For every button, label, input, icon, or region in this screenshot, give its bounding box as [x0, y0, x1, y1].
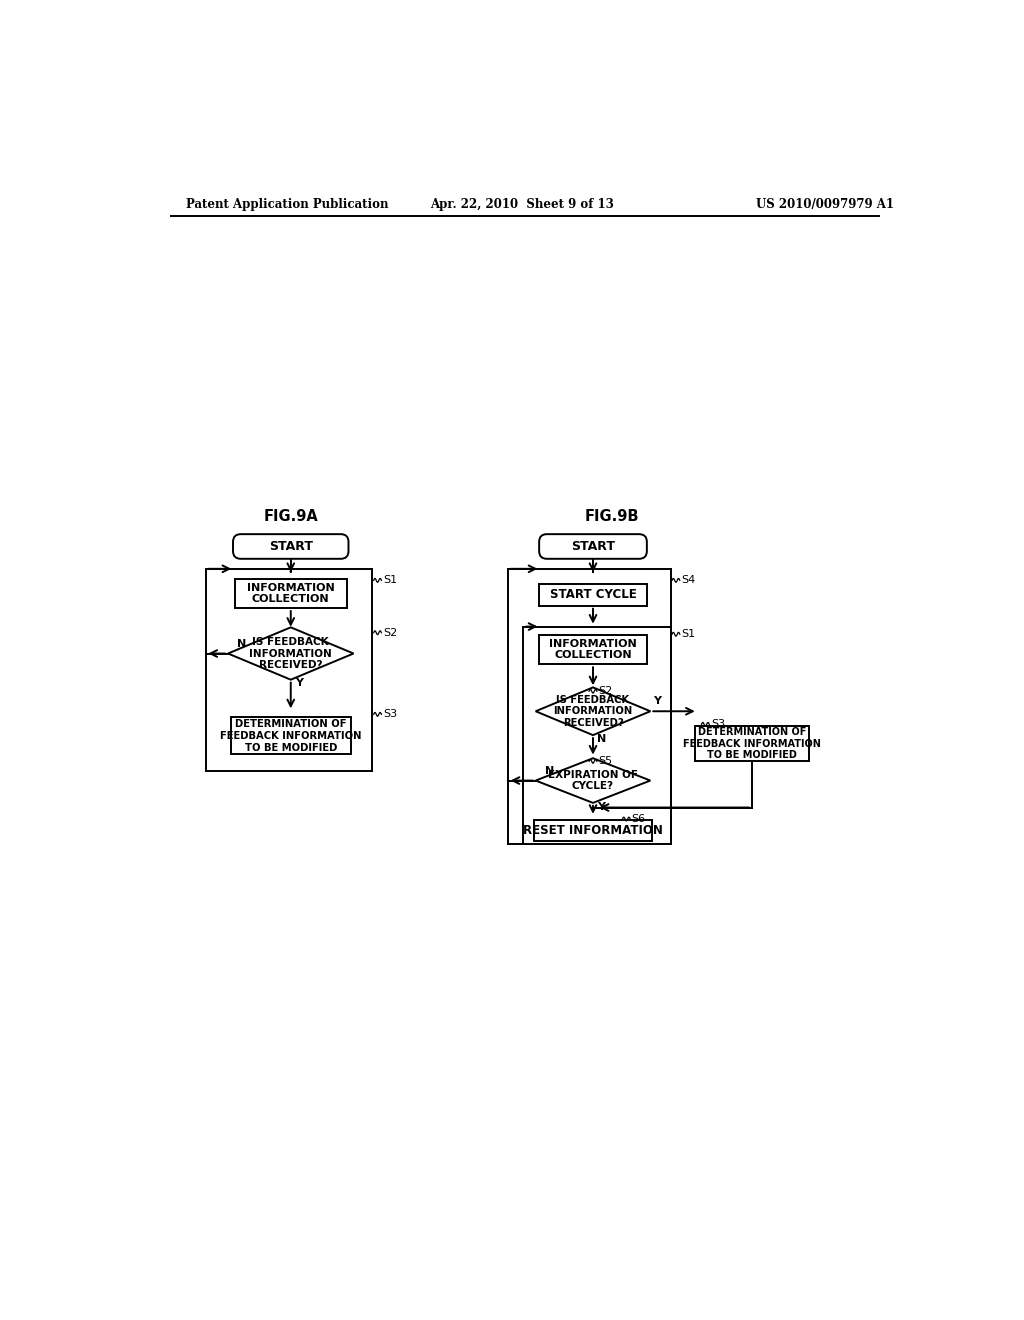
Text: Apr. 22, 2010  Sheet 9 of 13: Apr. 22, 2010 Sheet 9 of 13: [430, 198, 614, 211]
Text: START: START: [268, 540, 312, 553]
Bar: [535, 820, 652, 841]
Polygon shape: [536, 688, 650, 735]
Text: START CYCLE: START CYCLE: [550, 589, 636, 602]
Text: DETERMINATION OF
FEEDBACK INFORMATION
TO BE MODIFIED: DETERMINATION OF FEEDBACK INFORMATION TO…: [220, 719, 361, 752]
Bar: [694, 726, 809, 762]
Bar: [234, 579, 347, 609]
Bar: [539, 585, 647, 606]
Text: DETERMINATION OF
FEEDBACK INFORMATION
TO BE MODIFIED: DETERMINATION OF FEEDBACK INFORMATION TO…: [683, 727, 821, 760]
Text: EXPIRATION OF
CYCLE?: EXPIRATION OF CYCLE?: [548, 770, 638, 792]
Text: INFORMATION
COLLECTION: INFORMATION COLLECTION: [549, 639, 637, 660]
Text: Y: Y: [597, 801, 605, 812]
Text: S6: S6: [632, 814, 646, 824]
Text: S3: S3: [711, 719, 725, 730]
Text: S3: S3: [383, 709, 397, 719]
Text: S4: S4: [681, 576, 695, 585]
Text: S1: S1: [383, 576, 397, 585]
Text: S1: S1: [681, 630, 695, 639]
Text: N: N: [237, 639, 246, 648]
FancyBboxPatch shape: [540, 535, 647, 558]
Text: N: N: [545, 766, 554, 776]
Text: N: N: [597, 734, 606, 744]
Text: RESET INFORMATION: RESET INFORMATION: [523, 824, 663, 837]
Text: FIG.9A: FIG.9A: [263, 510, 318, 524]
FancyBboxPatch shape: [233, 535, 348, 558]
Polygon shape: [228, 627, 353, 680]
Text: IS FEEDBACK
INFORMATION
RECEIVED?: IS FEEDBACK INFORMATION RECEIVED?: [553, 694, 633, 727]
Bar: [230, 718, 351, 755]
Text: Patent Application Publication: Patent Application Publication: [186, 198, 389, 211]
Text: US 2010/0097979 A1: US 2010/0097979 A1: [756, 198, 894, 211]
Text: INFORMATION
COLLECTION: INFORMATION COLLECTION: [247, 582, 335, 605]
Text: FIG.9B: FIG.9B: [585, 510, 640, 524]
Text: START: START: [571, 540, 615, 553]
Text: S2: S2: [383, 628, 397, 638]
Text: Y: Y: [295, 678, 303, 688]
Text: Y: Y: [653, 697, 662, 706]
Text: IS FEEDBACK
INFORMATION
RECEIVED?: IS FEEDBACK INFORMATION RECEIVED?: [250, 638, 332, 671]
Bar: [539, 635, 647, 664]
Polygon shape: [536, 758, 650, 803]
Text: S5: S5: [598, 756, 612, 767]
Text: S2: S2: [598, 686, 612, 696]
